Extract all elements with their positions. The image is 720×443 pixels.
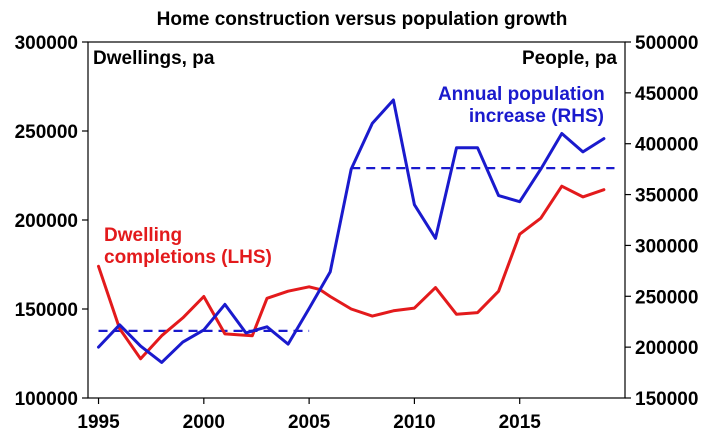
left-y-tick-label: 250000 bbox=[15, 122, 78, 143]
left-axis-title: Dwellings, pa bbox=[93, 48, 215, 69]
right-y-tick-label: 450000 bbox=[635, 84, 698, 105]
dwelling-completions-line bbox=[97, 184, 606, 361]
right-y-tick-label: 500000 bbox=[635, 33, 698, 54]
x-tick-label: 2015 bbox=[499, 412, 542, 433]
series-label-population-line2: increase (RHS) bbox=[469, 106, 604, 127]
population-increase-line bbox=[97, 98, 606, 364]
right-y-tick-label: 250000 bbox=[635, 287, 698, 308]
series-label-population: Annual population increase (RHS) bbox=[438, 84, 610, 127]
x-axis: 1995 2000 2005 2010 2015 bbox=[77, 398, 541, 433]
left-y-tick-label: 150000 bbox=[15, 300, 78, 321]
right-y-tick-label: 150000 bbox=[635, 389, 698, 410]
right-y-tick-label: 200000 bbox=[635, 338, 698, 359]
series-lines bbox=[97, 98, 606, 364]
series-label-dwellings: Dwelling completions (LHS) bbox=[104, 225, 272, 268]
series-label-population-line1: Annual population bbox=[438, 84, 605, 105]
x-tick-label: 2005 bbox=[288, 412, 331, 433]
x-tick-label: 2010 bbox=[393, 412, 435, 433]
left-y-tick-label: 100000 bbox=[15, 389, 78, 410]
x-tick-label: 2000 bbox=[183, 412, 225, 433]
right-y-tick-label: 300000 bbox=[635, 236, 698, 257]
left-y-tick-label: 300000 bbox=[15, 33, 78, 54]
x-tick-label: 1995 bbox=[77, 412, 120, 433]
right-axis-title: People, pa bbox=[522, 48, 617, 69]
right-y-tick-label: 350000 bbox=[635, 186, 698, 207]
left-y-tick-label: 200000 bbox=[15, 211, 78, 232]
series-label-dwellings-line1: Dwelling bbox=[104, 225, 182, 246]
left-y-axis: 100000 150000 200000 250000 300000 bbox=[15, 33, 88, 410]
right-y-tick-label: 400000 bbox=[635, 135, 698, 156]
right-y-axis: 150000 200000 250000 300000 350000 400000 4500… bbox=[625, 33, 698, 410]
chart-title: Home construction versus population grow… bbox=[157, 9, 568, 30]
series-label-dwellings-line2: completions (LHS) bbox=[104, 247, 272, 268]
